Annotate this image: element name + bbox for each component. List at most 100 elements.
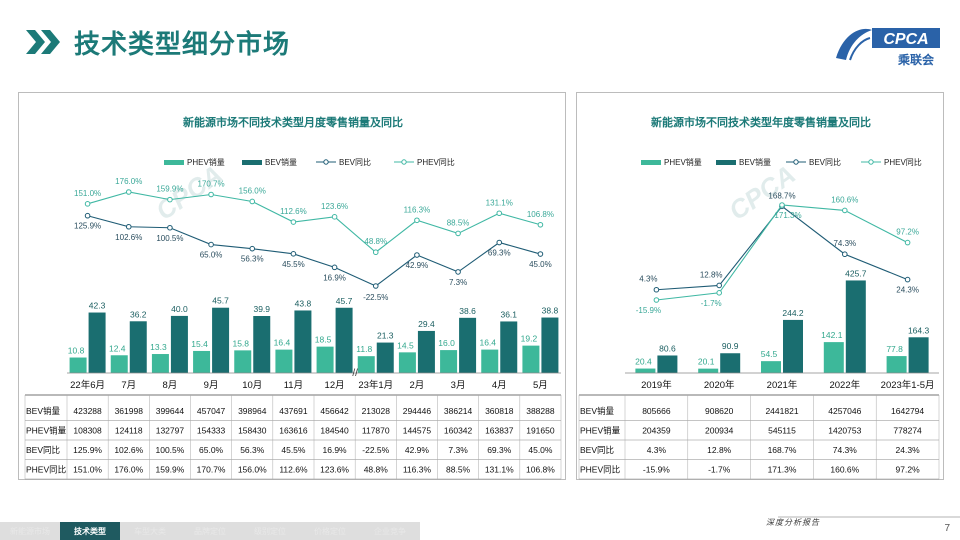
bar-bev-1 — [720, 353, 741, 373]
nav-tab-3[interactable]: 品牌定位 — [180, 522, 240, 540]
line-label-bev-3: 74.3% — [833, 239, 856, 248]
table-cell-2-5: 45.5% — [281, 445, 306, 455]
legend-label-3: PHEV同比 — [884, 157, 922, 167]
category-label-1: 2020年 — [704, 379, 735, 391]
table-cell-3-1: -1.7% — [708, 464, 731, 474]
bar-phev-0 — [635, 368, 656, 373]
line-label-bev-2: 168.7% — [768, 191, 795, 200]
category-label-0: 22年6月 — [70, 379, 105, 391]
table-cell-3-3: 170.7% — [197, 464, 226, 474]
cpca-logo: CPCA 乘联会 — [836, 28, 940, 67]
bar-phev-0 — [69, 357, 87, 373]
bar-bev-8 — [417, 330, 435, 373]
page-number: 7 — [944, 523, 950, 534]
table-cell-1-3: 1420753 — [828, 425, 861, 435]
bar-phev-6 — [316, 346, 334, 373]
legend-swatch-0 — [641, 160, 661, 165]
nav-tab-4[interactable]: 级别定位 — [240, 522, 300, 540]
line-label-phev-2: 159.9% — [156, 185, 183, 194]
category-label-2: 8月 — [163, 380, 178, 391]
legend-swatch-1 — [242, 160, 262, 165]
bar-phev-1 — [698, 368, 719, 373]
table-cell-0-3: 457047 — [197, 406, 226, 416]
bar-phev-1 — [110, 355, 128, 373]
category-label-5: 11月 — [284, 380, 303, 391]
legend-label-2: BEV同比 — [339, 157, 371, 167]
table-cell-2-3: 65.0% — [199, 445, 224, 455]
table-cell-3-5: 112.6% — [279, 464, 308, 474]
line-label-phev-8: 116.3% — [404, 205, 431, 214]
line-label-bev-8: 42.9% — [406, 261, 429, 270]
table-cell-2-4: 24.3% — [896, 445, 921, 455]
line-label-bev-1: 12.8% — [700, 270, 723, 279]
line-point-bev-11 — [537, 251, 544, 257]
table-cell-3-0: -15.9% — [643, 464, 670, 474]
line-point-bev-5 — [290, 250, 297, 257]
bar-bev-1 — [129, 321, 147, 373]
table-cell-1-9: 160342 — [444, 425, 473, 435]
bar-phev-3 — [823, 342, 844, 373]
table-cell-2-0: 125.9% — [73, 445, 102, 455]
line-label-bev-3: 65.0% — [200, 251, 223, 260]
table-cell-2-6: 16.9% — [323, 445, 348, 455]
line-label-bev-0: 4.3% — [639, 275, 657, 284]
bar-label-phev-8: 14.5 — [397, 340, 414, 350]
nav-tab-6[interactable]: 企业竞争 — [360, 522, 420, 540]
legend-label-0: PHEV销量 — [187, 157, 225, 167]
bar-label-bev-6: 45.7 — [336, 296, 353, 306]
category-label-8: 2月 — [410, 380, 425, 391]
line-label-phev-0: 151.0% — [74, 189, 101, 198]
nav-tab-2[interactable]: 车型大类 — [120, 522, 180, 540]
line-point-phev-1 — [716, 289, 722, 296]
table-cell-1-5: 163616 — [279, 425, 308, 435]
table-cell-0-3: 4257046 — [828, 406, 861, 416]
line-label-phev-1: 176.0% — [115, 177, 142, 186]
legend-marker-3 — [401, 159, 407, 165]
line-point-phev-7 — [372, 249, 379, 256]
table-row-label-0: BEV销量 — [26, 406, 61, 416]
table-row-label-1: PHEV销量 — [580, 425, 621, 435]
table-cell-3-9: 88.5% — [446, 464, 471, 474]
table-cell-2-10: 69.3% — [487, 445, 512, 455]
table-cell-2-0: 4.3% — [647, 445, 667, 455]
table-cell-2-7: -22.5% — [362, 445, 389, 455]
table-cell-3-2: 171.3% — [768, 464, 797, 474]
line-label-phev-9: 88.5% — [447, 218, 470, 227]
line-point-bev-1 — [716, 282, 722, 289]
table-cell-1-2: 545115 — [768, 425, 796, 435]
nav-tab-0[interactable]: 新能源市场 — [0, 522, 60, 540]
bar-bev-3 — [845, 280, 866, 373]
legend-label-2: BEV同比 — [809, 157, 841, 167]
bar-phev-7 — [357, 356, 375, 373]
line-point-bev-0 — [653, 286, 660, 293]
page-title: 技术类型细分市场 — [74, 29, 291, 59]
bar-label-bev-10: 36.1 — [500, 309, 517, 319]
category-label-2: 2021年 — [767, 379, 798, 391]
line-phev — [87, 191, 541, 253]
bar-bev-4 — [253, 316, 271, 373]
bar-bev-0 — [657, 355, 678, 373]
bar-phev-5 — [275, 349, 293, 373]
nav-tab-5[interactable]: 价格定位 — [300, 522, 360, 540]
bar-label-bev-2: 40.0 — [171, 304, 188, 314]
bar-label-bev-5: 43.8 — [295, 298, 312, 308]
monthly-chart: 新能源市场不同技术类型月度零售销量及同比 PHEV销量 BEV销量 BEV同比 PHEV… — [24, 115, 562, 480]
table-cell-0-1: 361998 — [115, 406, 144, 416]
bar-label-phev-3: 15.4 — [191, 339, 208, 349]
line-point-bev-9 — [455, 269, 461, 275]
line-point-bev-4 — [249, 245, 256, 252]
bar-label-bev-1: 36.2 — [130, 309, 147, 319]
line-point-bev-7 — [372, 283, 379, 289]
line-label-bev-1: 102.6% — [115, 233, 142, 242]
bar-bev-3 — [212, 307, 230, 373]
bar-bev-7 — [376, 342, 394, 373]
bar-label-bev-1: 90.9 — [722, 341, 739, 351]
table-cell-2-2: 168.7% — [768, 445, 797, 455]
line-point-phev-2 — [167, 196, 173, 203]
table-cell-3-2: 159.9% — [155, 464, 184, 474]
line-point-phev-8 — [414, 217, 420, 224]
bar-phev-2 — [761, 361, 781, 373]
table-cell-3-4: 97.2% — [896, 464, 921, 474]
nav-tab-1[interactable]: 技术类型 — [60, 522, 120, 540]
